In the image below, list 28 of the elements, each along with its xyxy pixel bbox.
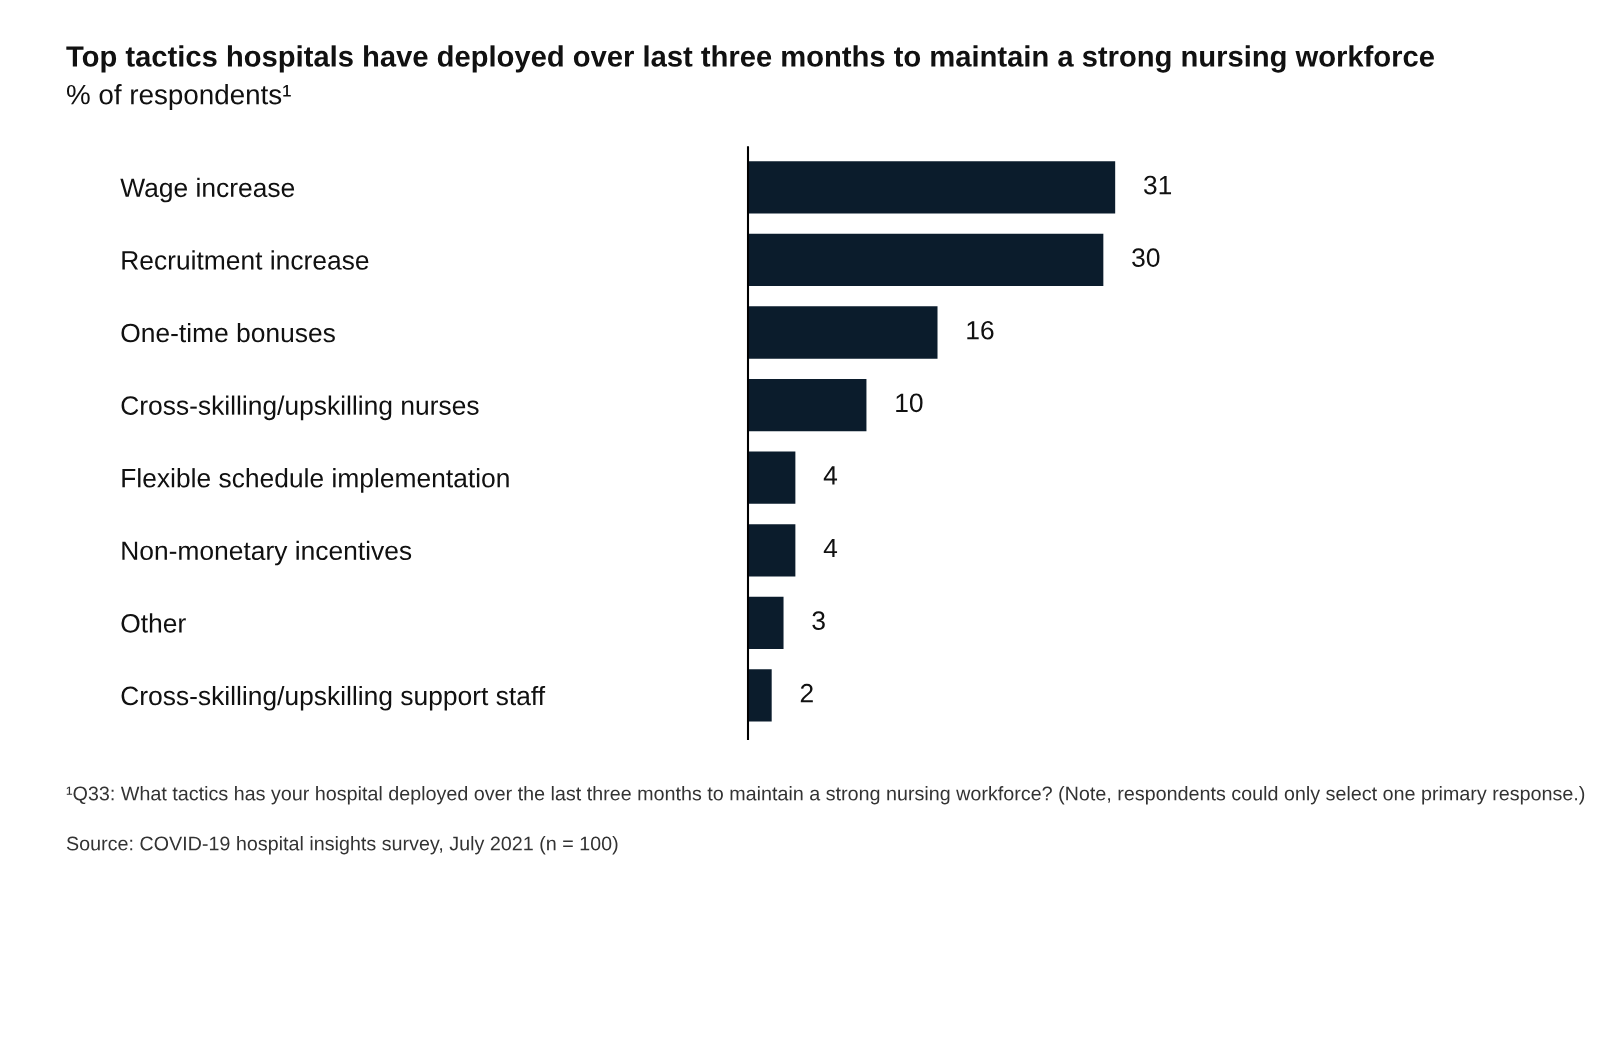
data-label: 3 [812,611,825,630]
data-label: 16 [967,320,994,340]
y-tick-label: Cross-skilling/upskilling support staff [121,685,546,711]
source-note: Source: COVID-19 hospital insights survey, July 2021 (n = 100) [66,836,618,855]
bar [748,378,867,432]
bar [748,524,796,577]
bar [748,233,1104,287]
data-label: 4 [823,466,838,485]
y-tick-label: One-time bonuses [121,322,335,343]
text: ¹Q33: What tactics has your hospital deployed over the last three months to maintain a strong nursing workforce? (Note, respondents could only select one primary response.) [66,786,1585,805]
y-tick-label: Non-monetary incentives [122,540,412,566]
bar [748,669,772,722]
y-tick-label: Flexible schedule implementation [122,468,509,493]
y-tick-label: Recruitment increase [122,250,369,270]
y-tick-label: Other [121,613,186,633]
data-label: 10 [896,393,923,413]
data-label: 31 [1143,175,1172,195]
y-tick-label: Wage increase [120,177,295,203]
data-label: 30 [1132,248,1160,267]
bar [748,306,938,359]
y-tick-label: Cross-skilling/upskilling nurses [121,395,479,421]
chart-title: Top tactics hospitals have deployed over last three months to maintain a strong nursing workforce [66,45,1434,73]
data-label: 2 [800,683,813,703]
bar [748,161,1116,214]
data-label: 4 [823,538,838,558]
bar [748,451,796,504]
text: % of respondents¹ [66,84,291,110]
bar [748,596,784,649]
